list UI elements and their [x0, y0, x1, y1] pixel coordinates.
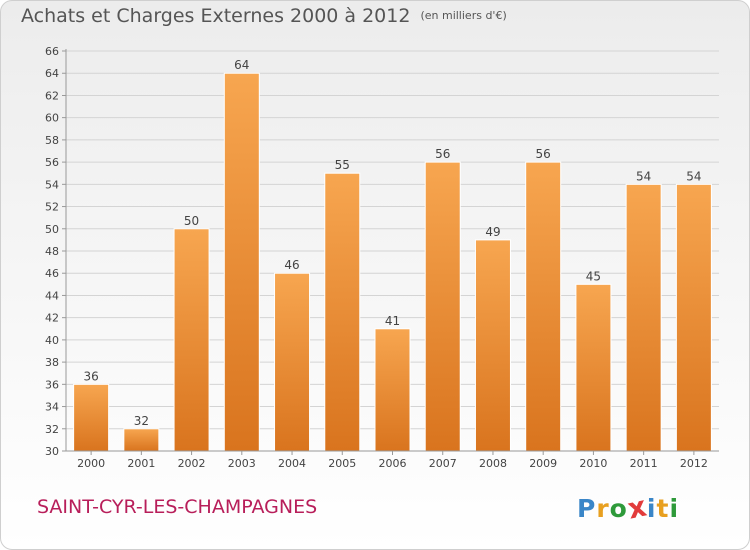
- y-tick-label: 44: [45, 289, 59, 302]
- chart-subtitle: (en milliers d'€): [420, 9, 507, 22]
- data-label: 64: [234, 58, 249, 72]
- logo-letter: P: [577, 494, 597, 523]
- y-tick-label: 36: [45, 378, 59, 391]
- x-tick-label: 2007: [429, 457, 457, 470]
- x-tick-label: 2008: [479, 457, 507, 470]
- bar-2012: [675, 183, 712, 452]
- x-tick-label: 2000: [77, 457, 105, 470]
- data-label: 56: [435, 147, 450, 161]
- y-tick-label: 46: [45, 267, 59, 280]
- bar-2005: [324, 172, 361, 452]
- place-name: SAINT-CYR-LES-CHAMPAGNES: [37, 496, 318, 518]
- data-label: 54: [686, 169, 701, 183]
- data-label: 46: [284, 258, 299, 272]
- x-tick-label: 2012: [680, 457, 708, 470]
- y-tick-label: 58: [45, 134, 59, 147]
- x-tick-label: 2006: [379, 457, 407, 470]
- x-tick-label: 2011: [630, 457, 658, 470]
- y-tick-label: 42: [45, 312, 59, 325]
- chart-title: Achats et Charges Externes 2000 à 2012 (e…: [21, 5, 507, 27]
- bar-2002: [173, 228, 210, 452]
- bar-2008: [474, 239, 511, 452]
- data-label: 36: [83, 369, 98, 383]
- logo-letter: i: [646, 494, 657, 523]
- y-tick-label: 66: [45, 45, 59, 58]
- y-tick-label: 60: [45, 112, 59, 125]
- bar-2003: [223, 72, 260, 452]
- y-tick-label: 52: [45, 201, 59, 214]
- logo-letter: r: [596, 494, 610, 523]
- logo-letter: i: [669, 494, 680, 523]
- chart-title-text: Achats et Charges Externes 2000 à 2012: [21, 5, 411, 27]
- bar-2011: [625, 183, 662, 452]
- bar-2006: [374, 328, 411, 452]
- bar-2010: [575, 283, 612, 452]
- y-tick-label: 30: [45, 445, 59, 458]
- bar-2004: [274, 272, 311, 452]
- x-tick-label: 2002: [178, 457, 206, 470]
- y-tick-label: 64: [45, 67, 59, 80]
- logo-letter: t: [656, 494, 670, 523]
- bar-2009: [525, 161, 562, 452]
- bar-2007: [424, 161, 461, 452]
- axis-layer: 30 32 34 36 38 40 42 44 46 48 50 52 54 56 58 60 62 64 66 20…: [45, 45, 719, 470]
- data-label: 41: [385, 314, 400, 328]
- data-label: 56: [536, 147, 551, 161]
- bar-2001: [123, 428, 160, 452]
- data-label: 50: [184, 214, 199, 228]
- y-tick-label: 40: [45, 334, 59, 347]
- logo-letter: o: [609, 494, 628, 523]
- bar-layer: 36 32 50 64 46 55 41 56 49 56 45 54 54: [73, 58, 712, 452]
- y-tick-label: 48: [45, 245, 59, 258]
- y-tick-label: 32: [45, 423, 59, 436]
- bar-2000: [73, 383, 110, 452]
- data-label: 32: [134, 414, 149, 428]
- y-tick-label: 56: [45, 156, 59, 169]
- x-tick-label: 2001: [127, 457, 155, 470]
- y-tick-label: 38: [45, 356, 59, 369]
- proxiti-logo: Proxiti: [577, 489, 680, 525]
- y-tick-label: 34: [45, 401, 59, 414]
- data-label: 54: [636, 169, 651, 183]
- data-label: 49: [485, 225, 500, 239]
- x-tick-label: 2005: [328, 457, 356, 470]
- y-tick-label: 54: [45, 178, 59, 191]
- y-tick-label: 50: [45, 223, 59, 236]
- data-label: 45: [586, 269, 601, 283]
- x-tick-label: 2003: [228, 457, 256, 470]
- y-tick-label: 62: [45, 89, 59, 102]
- data-label: 55: [335, 158, 350, 172]
- x-tick-label: 2004: [278, 457, 306, 470]
- x-tick-label: 2009: [529, 457, 557, 470]
- x-tick-label: 2010: [579, 457, 607, 470]
